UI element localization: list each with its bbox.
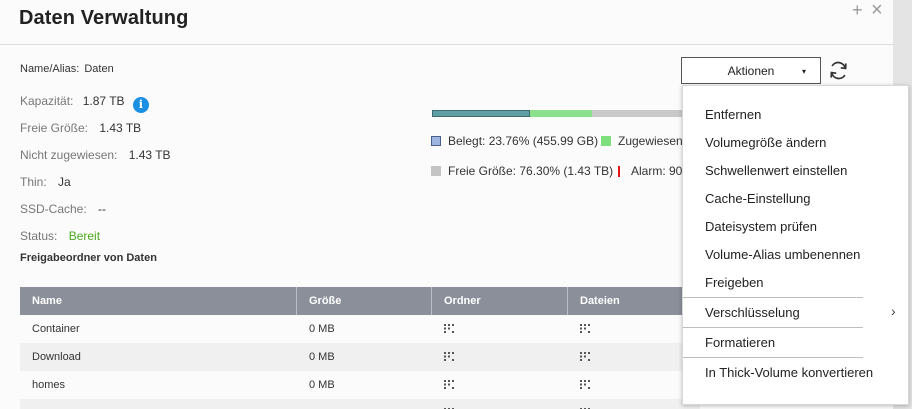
status-row: Status: Bereit: [20, 229, 100, 243]
menu-divider: [683, 357, 863, 358]
legend-alarm-label: Alarm: 90: [631, 164, 683, 178]
column-divider: [296, 287, 297, 315]
free-size-value: 1.43 TB: [99, 121, 142, 135]
loading-grid-icon: [444, 352, 454, 361]
capacity-label: Kapazität:: [20, 94, 74, 108]
unallocated-value: 1.43 TB: [128, 148, 171, 162]
shares-heading: Freigabeordner von Daten: [20, 252, 157, 264]
column-divider: [431, 287, 432, 315]
menu-divider: [683, 297, 863, 298]
legend-free-swatch: [431, 166, 441, 176]
name-alias-row: Name/Alias: Daten: [20, 63, 114, 75]
refresh-icon[interactable]: [827, 59, 850, 82]
cell-name: homes: [32, 379, 66, 391]
legend-alarm: Alarm: 90: [618, 164, 682, 178]
column-header-name[interactable]: Name: [32, 295, 62, 307]
thin-row: Thin: Ja: [20, 175, 71, 189]
table-row[interactable]: Download 0 MB: [20, 343, 700, 371]
legend-free-label: Freie Größe: 76.30% (1.43 TB): [448, 164, 614, 178]
capacity-row: Kapazität: 1.87 TB i: [20, 94, 149, 113]
cell-name: [20, 399, 32, 409]
actions-menu: Entfernen Volumegröße ändern Schwellenwe…: [682, 85, 909, 405]
menu-item-set-threshold[interactable]: Schwellenwert einstellen: [705, 163, 848, 178]
status-value: Bereit: [68, 229, 101, 243]
cell-size: 0 MB: [309, 379, 335, 391]
actions-button-label: Aktionen: [727, 63, 775, 78]
cell-name: Download: [32, 351, 81, 363]
cell-size: [297, 399, 309, 409]
usage-bar: [432, 110, 692, 117]
column-header-size[interactable]: Größe: [309, 295, 342, 307]
legend-allocated: Zugewiesen: [601, 134, 683, 148]
ssd-cache-value: --: [98, 202, 107, 216]
chevron-down-icon: ▾: [801, 67, 806, 76]
table-row[interactable]: homes 0 MB: [20, 371, 700, 399]
menu-item-rename-alias[interactable]: Volume-Alias umbenennen: [705, 247, 861, 262]
chevron-right-icon: ›: [891, 303, 896, 319]
legend-allocated-label: Zugewiesen: [618, 134, 683, 148]
status-label: Status:: [20, 229, 58, 243]
close-icon[interactable]: ×: [871, 0, 883, 21]
name-alias-label: Name/Alias:: [20, 63, 80, 75]
legend-used: Belegt: 23.76% (455.99 GB): [431, 134, 598, 148]
legend-used-label: Belegt: 23.76% (455.99 GB): [448, 134, 599, 148]
table-row[interactable]: [20, 399, 700, 409]
menu-item-format[interactable]: Formatieren: [705, 335, 776, 350]
loading-grid-icon: [580, 380, 590, 389]
cell-size: 0 MB: [309, 323, 335, 335]
loading-grid-icon: [580, 324, 590, 333]
usage-bar-allocated: [530, 110, 592, 117]
column-header-folders[interactable]: Ordner: [444, 295, 481, 307]
add-icon[interactable]: +: [852, 0, 863, 20]
free-size-row: Freie Größe: 1.43 TB: [20, 121, 141, 135]
legend-used-swatch: [431, 136, 441, 146]
legend-alarm-marker: [618, 165, 620, 177]
capacity-value: 1.87 TB: [82, 94, 125, 108]
cell-name: Container: [32, 323, 80, 335]
loading-grid-icon: [580, 352, 590, 361]
unallocated-row: Nicht zugewiesen: 1.43 TB: [20, 148, 171, 162]
column-divider: [567, 287, 568, 315]
name-alias-value: Daten: [84, 63, 114, 75]
unallocated-label: Nicht zugewiesen:: [20, 148, 118, 162]
thin-label: Thin:: [20, 175, 47, 189]
menu-divider: [683, 327, 863, 328]
ssd-cache-row: SSD-Cache: --: [20, 202, 106, 216]
table-header: Name Größe Ordner Dateien: [20, 287, 700, 315]
menu-item-convert-thick[interactable]: In Thick-Volume konvertieren: [705, 365, 874, 380]
menu-item-remove[interactable]: Entfernen: [705, 107, 762, 122]
cell-size: 0 MB: [309, 351, 335, 363]
info-icon[interactable]: i: [132, 97, 149, 113]
free-size-label: Freie Größe:: [20, 121, 89, 135]
usage-bar-used: [432, 110, 530, 117]
title-divider: [0, 44, 893, 45]
column-header-files[interactable]: Dateien: [580, 295, 620, 307]
menu-item-check-filesystem[interactable]: Dateisystem prüfen: [705, 219, 817, 234]
menu-item-release[interactable]: Freigeben: [705, 275, 764, 290]
actions-button[interactable]: Aktionen ▾: [681, 57, 821, 84]
thin-value: Ja: [58, 175, 71, 189]
loading-grid-icon: [444, 380, 454, 389]
ssd-cache-label: SSD-Cache:: [20, 202, 87, 216]
legend-allocated-swatch: [601, 136, 611, 146]
loading-grid-icon: [444, 324, 454, 333]
menu-item-cache-settings[interactable]: Cache-Einstellung: [705, 191, 811, 206]
menu-item-resize-volume[interactable]: Volumegröße ändern: [705, 135, 827, 150]
menu-item-encryption[interactable]: Verschlüsselung: [705, 305, 800, 320]
shares-table: Name Größe Ordner Dateien Container 0 MB…: [20, 287, 700, 409]
legend-free: Freie Größe: 76.30% (1.43 TB): [431, 164, 613, 178]
table-row[interactable]: Container 0 MB: [20, 315, 700, 343]
window-title: Daten Verwaltung: [19, 7, 189, 29]
